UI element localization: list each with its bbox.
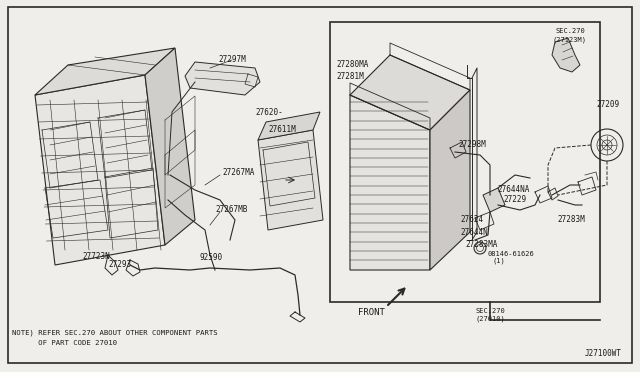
Text: SEC.270: SEC.270	[555, 28, 585, 34]
Text: 27624: 27624	[460, 215, 483, 224]
Text: 27209: 27209	[596, 100, 619, 109]
Text: (27010): (27010)	[475, 316, 505, 323]
Text: FRONT: FRONT	[358, 308, 385, 317]
Polygon shape	[350, 55, 470, 130]
Text: 27267MB: 27267MB	[215, 205, 248, 214]
Bar	[330, 22, 600, 302]
Polygon shape	[258, 130, 323, 230]
Text: 27267MA: 27267MA	[222, 168, 254, 177]
Polygon shape	[258, 112, 320, 140]
Text: (27123M): (27123M)	[553, 36, 587, 42]
Text: OF PART CODE 27010: OF PART CODE 27010	[12, 340, 117, 346]
Text: 27611M: 27611M	[268, 125, 296, 134]
Text: 27297M: 27297M	[218, 55, 246, 64]
Text: (1): (1)	[492, 258, 505, 264]
Text: 27644N: 27644N	[460, 228, 488, 237]
Text: 27723N: 27723N	[82, 252, 109, 261]
Polygon shape	[145, 48, 195, 245]
Polygon shape	[35, 75, 165, 265]
Text: 27281M: 27281M	[336, 72, 364, 81]
Text: 27620-: 27620-	[255, 108, 283, 117]
Polygon shape	[552, 38, 580, 72]
Text: 27229: 27229	[503, 195, 526, 204]
Polygon shape	[483, 188, 505, 212]
Text: SEC.270: SEC.270	[475, 308, 505, 314]
Text: J27100WT: J27100WT	[585, 349, 622, 358]
Text: 27298M: 27298M	[458, 140, 486, 149]
Text: 27283M: 27283M	[557, 215, 585, 224]
Text: 92590: 92590	[200, 253, 223, 262]
Text: 27283MA: 27283MA	[465, 240, 497, 249]
Text: 08146-61626: 08146-61626	[488, 251, 535, 257]
Polygon shape	[185, 62, 260, 95]
Text: NOTE) REFER SEC.270 ABOUT OTHER COMPONENT PARTS: NOTE) REFER SEC.270 ABOUT OTHER COMPONEN…	[12, 330, 218, 337]
Polygon shape	[430, 90, 470, 270]
Text: 27293: 27293	[108, 260, 131, 269]
Text: 27644NA: 27644NA	[497, 185, 529, 194]
Text: 27280MA: 27280MA	[336, 60, 369, 69]
Polygon shape	[35, 48, 175, 95]
Polygon shape	[350, 95, 430, 270]
